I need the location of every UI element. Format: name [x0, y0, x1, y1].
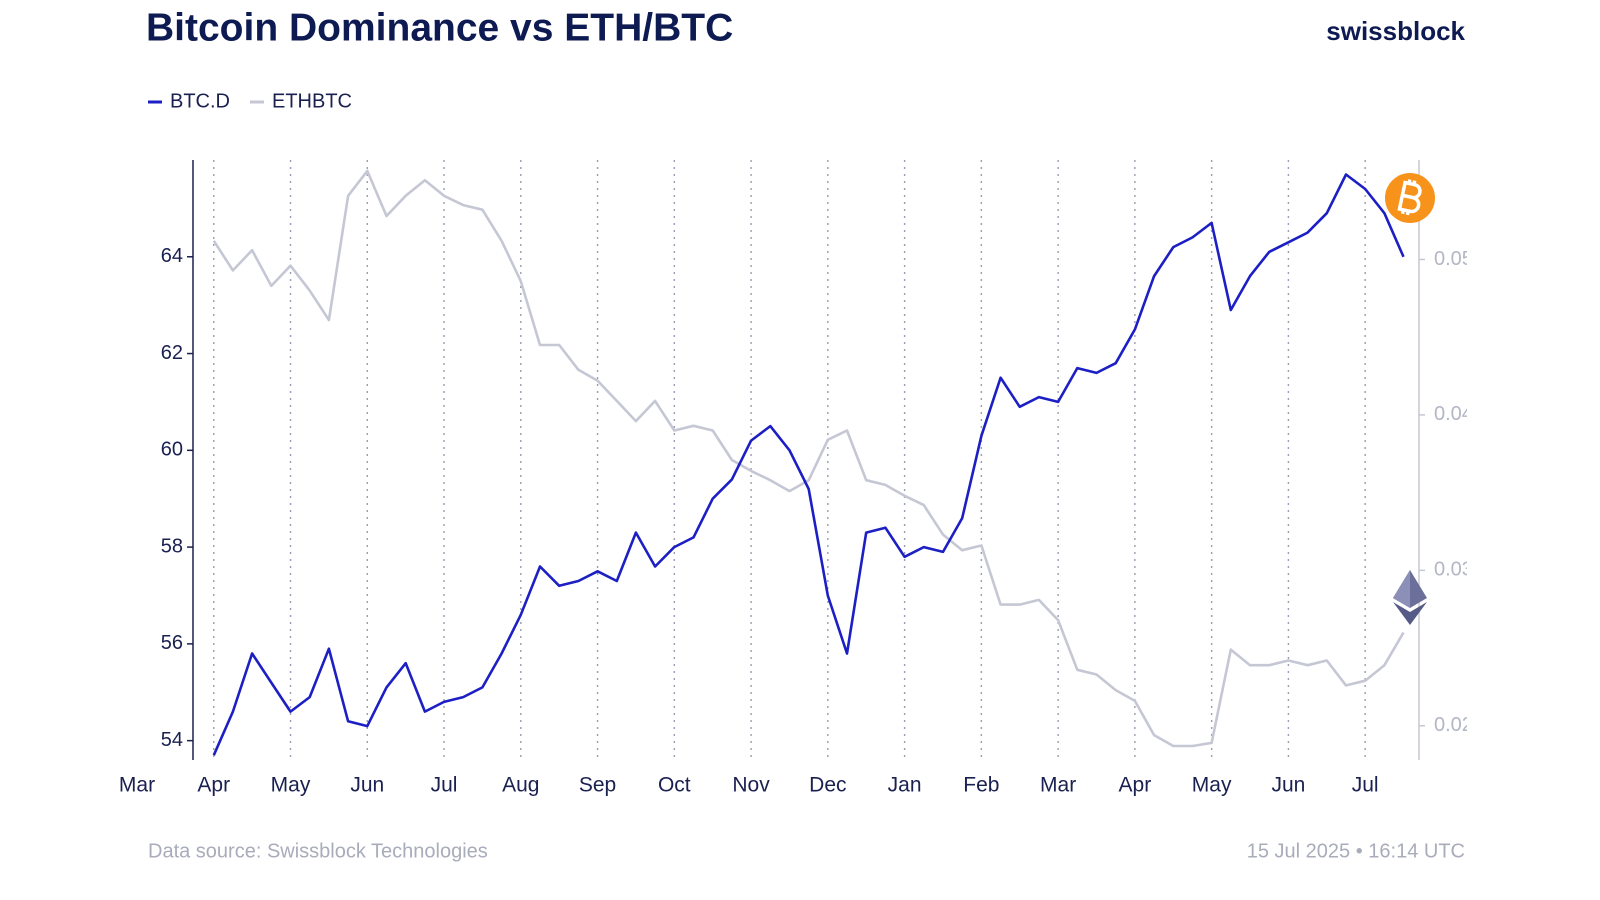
legend-label: BTC.D — [170, 90, 230, 112]
x-tick-label: Jun — [1271, 774, 1305, 797]
x-tick-label: Oct — [658, 774, 691, 797]
x-tick-label: Jul — [431, 774, 458, 797]
y2-tick-label: 0.04 — [1434, 403, 1473, 425]
y2-tick-label: 0.03 — [1434, 559, 1473, 581]
x-tick-label: May — [271, 774, 311, 797]
legend-label: ETHBTC — [272, 90, 352, 112]
source-note: Data source: Swissblock Technologies — [148, 840, 488, 862]
x-tick-label: May — [1192, 774, 1232, 797]
ethereum-icon — [1393, 570, 1427, 625]
x-tick-label: Dec — [809, 774, 846, 797]
y-tick-label: 54 — [161, 729, 183, 751]
x-tick-label: Nov — [732, 774, 770, 797]
y-tick-label: 56 — [161, 632, 183, 654]
series-line — [212, 173, 1405, 756]
y-tick-label: 64 — [161, 245, 183, 267]
plot-area — [212, 160, 1405, 760]
x-tick-label: Feb — [963, 774, 999, 797]
x-tick-label: Jul — [1352, 774, 1379, 797]
y2-tick-label: 0.05 — [1434, 248, 1473, 270]
brand: swissblock — [1326, 16, 1465, 46]
y-tick-label: 62 — [161, 342, 183, 364]
y-tick-label: 58 — [161, 535, 183, 557]
timestamp: 15 Jul 2025 • 16:14 UTC — [1247, 840, 1465, 862]
x-tick-label: Mar — [119, 774, 155, 797]
x-tick-label: Apr — [197, 774, 230, 797]
x-tick-label: Apr — [1119, 774, 1152, 797]
x-tick-label: Mar — [1040, 774, 1076, 797]
x-tick-label: Aug — [502, 774, 539, 797]
x-tick-label: Jan — [888, 774, 922, 797]
y2-tick-label: 0.02 — [1434, 714, 1473, 736]
series-line — [212, 169, 1405, 748]
bitcoin-icon — [1385, 173, 1435, 223]
x-tick-label: Jun — [350, 774, 384, 797]
y-tick-label: 60 — [161, 439, 183, 461]
chart-title: Bitcoin Dominance vs ETH/BTC — [146, 6, 733, 49]
x-tick-label: Sep — [579, 774, 616, 797]
